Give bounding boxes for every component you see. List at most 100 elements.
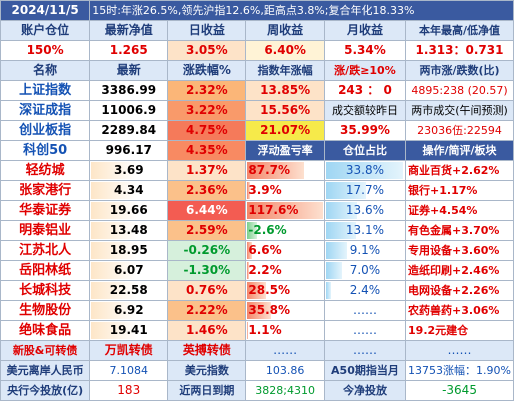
monthly-return: 5.34% bbox=[323, 40, 407, 61]
stock-price: 3.69 bbox=[89, 160, 169, 181]
usd-cnh-label: 美元离岸人民币 bbox=[0, 360, 91, 381]
convertible-1: 万凯转债 bbox=[89, 340, 169, 361]
turnover-change: 35.99% bbox=[323, 120, 407, 141]
stock-price-text: 19.66 bbox=[109, 203, 148, 217]
summary-header-4: 周收益 bbox=[245, 20, 325, 41]
index-change: 2.32% bbox=[167, 80, 247, 101]
stock-change-text: 0.76% bbox=[186, 283, 228, 297]
index-header-price: 最新 bbox=[89, 60, 169, 81]
stock-note-text: 农药兽药+3.06% bbox=[408, 304, 500, 317]
summary-header-3: 日收益 bbox=[167, 20, 247, 41]
index-header-limit: 涨/跌≥10% bbox=[323, 60, 407, 81]
a50-value: 13753涨幅：1.90% bbox=[405, 360, 514, 381]
stock-pnl: -2.6% bbox=[245, 220, 325, 241]
report-summary: 15时:年涨26.5%,领先沪指12.6%,距高点3.8%;复合年化18.33% bbox=[89, 0, 514, 21]
stock-name: 华泰证券 bbox=[0, 200, 91, 221]
holding-row: 明泰铝业 13.48 2.59% -2.6% 13.1% 有色金属+3.70% bbox=[0, 220, 514, 241]
holding-row: 岳阳林纸 6.07 -1.30% 2.2% 7.0% 造纸印刷+2.46% bbox=[0, 260, 514, 281]
stock-pnl-text: 3.9% bbox=[248, 183, 282, 197]
stock-name: 轻纺城 bbox=[0, 160, 91, 181]
stock-note-text: 证券+4.54% bbox=[408, 204, 478, 217]
stock-change: 6.44% bbox=[167, 200, 247, 221]
latest-nav: 1.265 bbox=[89, 40, 169, 61]
stock-pnl: 6.6% bbox=[245, 240, 325, 261]
stock-weight-text: 13.1% bbox=[345, 223, 385, 237]
stock-note: 证券+4.54% bbox=[405, 200, 514, 221]
stock-weight: 9.1% bbox=[323, 240, 407, 261]
index-price: 2289.84 bbox=[89, 120, 169, 141]
stock-name: 张家港行 bbox=[0, 180, 91, 201]
index-name: 科创50 bbox=[0, 140, 91, 161]
stock-pnl: 28.5% bbox=[245, 280, 325, 301]
weight-bar bbox=[325, 222, 356, 239]
stock-price: 6.07 bbox=[89, 260, 169, 281]
pnl-bar bbox=[247, 302, 271, 319]
stock-price: 18.95 bbox=[89, 240, 169, 261]
stock-name: 生物股份 bbox=[0, 300, 91, 321]
stock-name: 明泰铝业 bbox=[0, 220, 91, 241]
pnl-bar bbox=[247, 182, 250, 199]
stock-weight-text: 17.7% bbox=[345, 183, 385, 197]
weekly-return: 6.40% bbox=[245, 40, 325, 61]
index-price: 3386.99 bbox=[89, 80, 169, 101]
stock-change-text: 1.37% bbox=[186, 163, 228, 177]
price-bar bbox=[91, 262, 138, 279]
index-change: 4.35% bbox=[167, 140, 247, 161]
holding-row: 江苏北人 18.95 -0.26% 6.6% 9.1% 专用设备+3.60% bbox=[0, 240, 514, 261]
summary-header-5: 月收益 bbox=[323, 20, 407, 41]
summary-value-row: 150% 1.265 3.05% 6.40% 5.34% 1.313：0.731 bbox=[0, 40, 514, 61]
pnl-bar bbox=[247, 242, 252, 259]
turnover-label: 成交额较昨日 bbox=[323, 100, 407, 121]
index-year-change: 13.85% bbox=[245, 80, 325, 101]
stock-note-text: 商业百货+2.62% bbox=[408, 164, 500, 177]
maturing-label: 近两日到期 bbox=[167, 380, 247, 401]
index-name: 深证成指 bbox=[0, 100, 91, 121]
stock-name-text: 华泰证券 bbox=[19, 203, 72, 218]
stock-note: 19.2元建仓 bbox=[405, 320, 514, 341]
index-row: 深证成指 11006.9 3.22% 15.56% 成交额较昨日 两市成交(午间… bbox=[0, 100, 514, 121]
stock-note-text: 造纸印刷+2.46% bbox=[408, 264, 500, 277]
stock-price-text: 6.07 bbox=[113, 263, 144, 277]
price-bar bbox=[91, 202, 138, 219]
stock-note: 农药兽药+3.06% bbox=[405, 300, 514, 321]
stock-change: -1.30% bbox=[167, 260, 247, 281]
stock-weight: 2.4% bbox=[323, 280, 407, 301]
stock-price: 19.41 bbox=[89, 320, 169, 341]
stock-weight: 13.6% bbox=[323, 200, 407, 221]
weight-bar bbox=[325, 182, 367, 199]
stock-change: 1.37% bbox=[167, 160, 247, 181]
convertible-row: 新股&可转债 万凯转债 英搏转债 …… …… …… bbox=[0, 340, 514, 361]
price-bar bbox=[91, 302, 138, 319]
price-bar bbox=[91, 282, 138, 299]
stock-note: 有色金属+3.70% bbox=[405, 220, 514, 241]
stock-name-text: 明泰铝业 bbox=[19, 223, 72, 238]
stock-change: 2.22% bbox=[167, 300, 247, 321]
stock-weight-text: 13.6% bbox=[345, 203, 385, 217]
stock-pnl: 117.6% bbox=[245, 200, 325, 221]
stock-weight: 13.1% bbox=[323, 220, 407, 241]
pnl-bar bbox=[247, 262, 249, 279]
stock-name-text: 绝味食品 bbox=[19, 323, 72, 338]
index-name: 创业板指 bbox=[0, 120, 91, 141]
index-row: 创业板指 2289.84 4.75% 21.07% 35.99% 23036伍:… bbox=[0, 120, 514, 141]
placeholder-2: …… bbox=[323, 340, 407, 361]
index-year-change: 21.07% bbox=[245, 120, 325, 141]
stock-price: 19.66 bbox=[89, 200, 169, 221]
weight-bar bbox=[325, 202, 358, 219]
pnl-bar bbox=[247, 322, 249, 339]
stock-name: 长城科技 bbox=[0, 280, 91, 301]
index-row: 上证指数 3386.99 2.32% 13.85% 243 ： 0 4895:2… bbox=[0, 80, 514, 101]
index-header-year: 指数年涨幅 bbox=[245, 60, 325, 81]
turnover-forecast-label: 两市成交(午间预测) bbox=[405, 100, 514, 121]
stock-weight-text: …… bbox=[352, 323, 377, 337]
summary-header-1: 账户仓位 bbox=[0, 20, 91, 41]
index-price: 996.17 bbox=[89, 140, 169, 161]
stock-name-text: 长城科技 bbox=[19, 283, 72, 298]
stock-price-text: 18.95 bbox=[109, 243, 148, 257]
stock-pnl: 1.1% bbox=[245, 320, 325, 341]
holdings-header-pnl: 浮动盈亏率 bbox=[245, 140, 325, 161]
holding-row: 轻纺城 3.69 1.37% 87.7% 33.8% 商业百货+2.62% bbox=[0, 160, 514, 181]
placeholder-1: …… bbox=[245, 340, 325, 361]
price-bar bbox=[91, 162, 138, 179]
